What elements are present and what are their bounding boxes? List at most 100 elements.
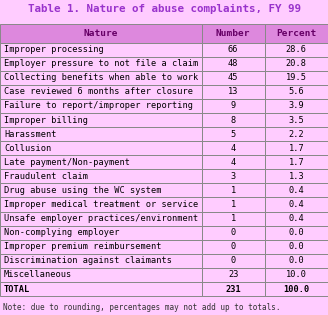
Bar (202, 24, 265, 43)
Bar (202, 113, 265, 127)
Text: 1.3: 1.3 (288, 172, 304, 181)
Bar (0, 43, 202, 57)
Text: Discrimination against claimants: Discrimination against claimants (4, 256, 172, 265)
Text: Improper premium reimbursement: Improper premium reimbursement (4, 242, 161, 251)
Text: 2.2: 2.2 (288, 129, 304, 139)
Bar (265, 113, 328, 127)
Text: Note: due to rounding, percentages may not add up to totals.: Note: due to rounding, percentages may n… (3, 303, 281, 312)
Bar (0, 169, 202, 183)
Text: Improper processing: Improper processing (4, 45, 104, 54)
Bar (265, 169, 328, 183)
Bar (265, 99, 328, 113)
Bar (265, 198, 328, 212)
Text: 0.0: 0.0 (288, 228, 304, 237)
Text: 3.9: 3.9 (288, 101, 304, 111)
Text: 4: 4 (231, 144, 236, 153)
Text: Employer pressure to not file a claim: Employer pressure to not file a claim (4, 59, 198, 68)
Bar (265, 268, 328, 282)
Text: 0: 0 (231, 242, 236, 251)
Bar (0, 240, 202, 254)
Bar (202, 141, 265, 155)
Text: 19.5: 19.5 (286, 73, 307, 82)
Bar (202, 99, 265, 113)
Bar (265, 71, 328, 85)
Text: 3: 3 (231, 172, 236, 181)
Text: 4: 4 (231, 158, 236, 167)
Text: 48: 48 (228, 59, 238, 68)
Bar (0, 71, 202, 85)
Text: Collecting benefits when able to work: Collecting benefits when able to work (4, 73, 198, 82)
Bar (0, 226, 202, 240)
Bar (202, 268, 265, 282)
Text: Fraudulent claim: Fraudulent claim (4, 172, 88, 181)
Text: Improper medical treatment or service: Improper medical treatment or service (4, 200, 198, 209)
Bar (202, 155, 265, 169)
Bar (202, 169, 265, 183)
Text: 45: 45 (228, 73, 238, 82)
Text: 13: 13 (228, 87, 238, 96)
Text: Harassment: Harassment (4, 129, 56, 139)
Bar (0, 268, 202, 282)
Bar (0, 282, 202, 296)
Text: 0.4: 0.4 (288, 200, 304, 209)
Bar (202, 127, 265, 141)
Bar (0, 113, 202, 127)
Text: 20.8: 20.8 (286, 59, 307, 68)
Text: 1: 1 (231, 200, 236, 209)
Text: 0.4: 0.4 (288, 186, 304, 195)
Text: 10.0: 10.0 (286, 271, 307, 279)
Bar (202, 240, 265, 254)
Bar (202, 198, 265, 212)
Bar (0, 183, 202, 198)
Text: Miscellaneous: Miscellaneous (4, 271, 72, 279)
Text: 3.5: 3.5 (288, 116, 304, 124)
Text: 5.6: 5.6 (288, 87, 304, 96)
Text: 28.6: 28.6 (286, 45, 307, 54)
Bar (0, 99, 202, 113)
Text: 231: 231 (225, 284, 241, 294)
Bar (0, 127, 202, 141)
Bar (265, 226, 328, 240)
Bar (202, 43, 265, 57)
Text: Non-complying employer: Non-complying employer (4, 228, 119, 237)
Text: Unsafe employer practices/environment: Unsafe employer practices/environment (4, 214, 198, 223)
Bar (0, 198, 202, 212)
Bar (202, 254, 265, 268)
Text: Improper billing: Improper billing (4, 116, 88, 124)
Text: Nature: Nature (84, 29, 118, 37)
Bar (265, 212, 328, 226)
Bar (265, 127, 328, 141)
Text: 0.0: 0.0 (288, 242, 304, 251)
Text: Drug abuse using the WC system: Drug abuse using the WC system (4, 186, 161, 195)
Bar (265, 24, 328, 43)
Text: 9: 9 (231, 101, 236, 111)
Bar (202, 282, 265, 296)
Bar (265, 43, 328, 57)
Text: Failure to report/improper reporting: Failure to report/improper reporting (4, 101, 193, 111)
Bar (0, 212, 202, 226)
Text: 1: 1 (231, 214, 236, 223)
Text: Number: Number (216, 29, 251, 37)
Bar (0, 24, 202, 43)
Bar (202, 212, 265, 226)
Text: 5: 5 (231, 129, 236, 139)
Bar (265, 57, 328, 71)
Text: 1.7: 1.7 (288, 144, 304, 153)
Bar (0, 57, 202, 71)
Text: 0: 0 (231, 228, 236, 237)
Bar (265, 85, 328, 99)
Bar (202, 85, 265, 99)
Bar (202, 57, 265, 71)
Bar (202, 71, 265, 85)
Bar (265, 141, 328, 155)
Bar (202, 183, 265, 198)
Text: Percent: Percent (276, 29, 317, 37)
Bar (0, 254, 202, 268)
Text: 0: 0 (231, 256, 236, 265)
Text: Table 1. Nature of abuse complaints, FY 99: Table 1. Nature of abuse complaints, FY … (28, 4, 300, 14)
Text: Collusion: Collusion (4, 144, 51, 153)
Text: 0.0: 0.0 (288, 256, 304, 265)
Text: 0.4: 0.4 (288, 214, 304, 223)
Text: 8: 8 (231, 116, 236, 124)
Bar (202, 226, 265, 240)
